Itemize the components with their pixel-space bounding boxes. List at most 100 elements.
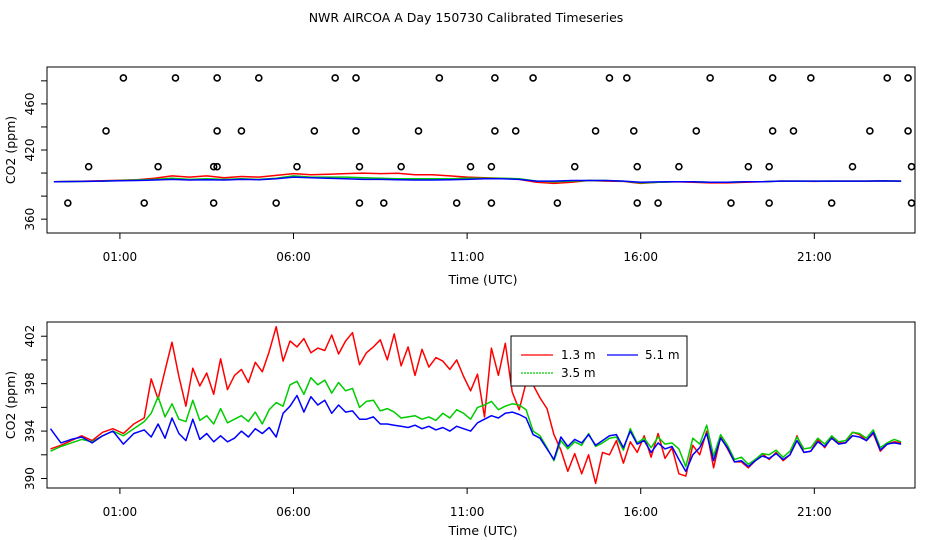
top-calibration-point [84,162,93,171]
top-x-tick-label: 21:00 [797,250,832,264]
legend: 1.3 m 5.1 m 3.5 m [510,335,688,387]
top-calibration-point [907,199,916,207]
top-y-axis: 360 420 460 [23,80,48,231]
top-calibration-point [414,127,423,135]
bottom-x-tick-label: 11:00 [450,505,485,519]
bottom-x-axis: 01:00 06:00 11:00 16:00 21:00 [103,487,832,519]
top-calibration-point [633,162,642,171]
top-calibration-point [654,199,662,207]
top-calibration-point [102,127,110,135]
top-calibration-point [452,199,461,207]
top-x-tick-label: 16:00 [623,250,658,264]
top-calibration-point [768,74,777,82]
legend-label-5-1m: 5.1 m [645,348,680,362]
top-x-tick-label: 11:00 [450,250,485,264]
top-calibration-point [904,74,912,82]
top-calibration-point [692,127,701,135]
top-calibration-point [272,199,280,207]
top-calibration-point [171,74,180,82]
legend-label-1-3m: 1.3 m [561,348,596,362]
bottom-x-tick-label: 01:00 [103,505,138,519]
top-calibration-point [848,162,857,171]
bottom-x-tick-label: 06:00 [276,505,311,519]
top-calibration-point [629,127,638,135]
top-panel: 01:00 06:00 11:00 16:00 21:00 360 420 460 Time… [3,66,916,287]
top-y-tick-label: 460 [23,92,37,115]
top-calibration-point [209,162,218,171]
legend-label-3-5m: 3.5 m [561,366,596,380]
top-calibration-point [807,74,815,82]
top-calibration-point [727,199,735,207]
top-calibration-point [213,127,221,135]
top-y-tick-label: 420 [23,139,37,162]
top-calibration-point [789,127,798,135]
top-calibration-point [237,127,246,135]
bottom-series-3-5-m [50,376,902,468]
top-calibration-point [487,199,496,207]
top-calibration-point [904,127,912,135]
top-calibration-point [293,162,301,171]
top-x-axis: 01:00 06:00 11:00 16:00 21:00 [103,232,832,264]
bottom-y-tick-label: 402 [23,325,37,348]
top-calibration-point [706,74,714,82]
top-calibration-point [119,74,128,82]
top-calibration-point [511,127,520,135]
top-calibration-point [553,199,562,207]
bottom-series-5-1-m [49,394,902,473]
top-plot-frame [46,66,916,234]
bottom-x-tick-label: 16:00 [623,505,658,519]
bottom-y-tick-label: 390 [23,467,37,490]
top-calibration-point [487,162,496,171]
bottom-series-1-3-m [50,325,902,485]
top-series-5-1-m [53,176,902,184]
bottom-y-axis: 390 394 398 402 [23,325,48,490]
top-calibration-point [633,199,642,207]
top-calibration-point [675,162,683,171]
bottom-plot-area [49,325,902,485]
top-calibration-point [254,74,263,82]
bottom-x-axis-label: Time (UTC) [447,523,517,538]
top-calibration-point [768,127,777,135]
bottom-y-axis-label: CO2 (ppm) [3,371,18,439]
top-calibration-point [466,162,475,171]
top-calibration-point [352,127,360,135]
top-x-tick-label: 06:00 [276,250,311,264]
top-calibration-point [883,74,892,82]
top-calibration-point [154,162,162,171]
legend-box [510,335,688,387]
bottom-x-tick-label: 21:00 [797,505,832,519]
top-y-tick-label: 360 [23,208,37,231]
top-calibration-point [209,199,218,207]
top-calibration-point [623,74,631,82]
bottom-y-tick-label: 394 [23,420,37,443]
top-calibration-point [866,127,874,135]
top-calibration-point [570,162,579,171]
top-calibration-point [140,199,149,207]
figure-title: NWR AIRCOA A Day 150730 Calibrated Times… [309,10,624,25]
top-calibration-point [352,74,360,82]
top-calibration-point [765,199,773,207]
top-x-tick-label: 01:00 [103,250,138,264]
top-calibration-point [907,162,916,171]
top-calibration-point [605,74,614,82]
top-calibration-point [379,199,388,207]
top-calibration-point [355,199,364,207]
top-calibration-point [310,127,319,135]
top-calibration-point [435,74,444,82]
top-calibration-point [827,199,836,207]
bottom-y-tick-label: 398 [23,372,37,395]
top-calibration-point [529,74,537,82]
top-calibration-point [64,199,72,207]
top-calibration-point [491,127,499,135]
bottom-plot-frame [46,321,916,489]
top-calibration-point [397,162,405,171]
top-calibration-point [213,74,221,82]
top-y-axis-label: CO2 (ppm) [3,116,18,184]
top-calibration-point [591,127,600,135]
top-calibration-point [491,74,499,82]
top-x-axis-label: Time (UTC) [447,272,517,287]
top-calibration-point [744,162,753,171]
bottom-panel: 01:00 06:00 11:00 16:00 21:00 390 394 398 402 T… [3,321,916,538]
top-calibration-point [765,162,773,171]
